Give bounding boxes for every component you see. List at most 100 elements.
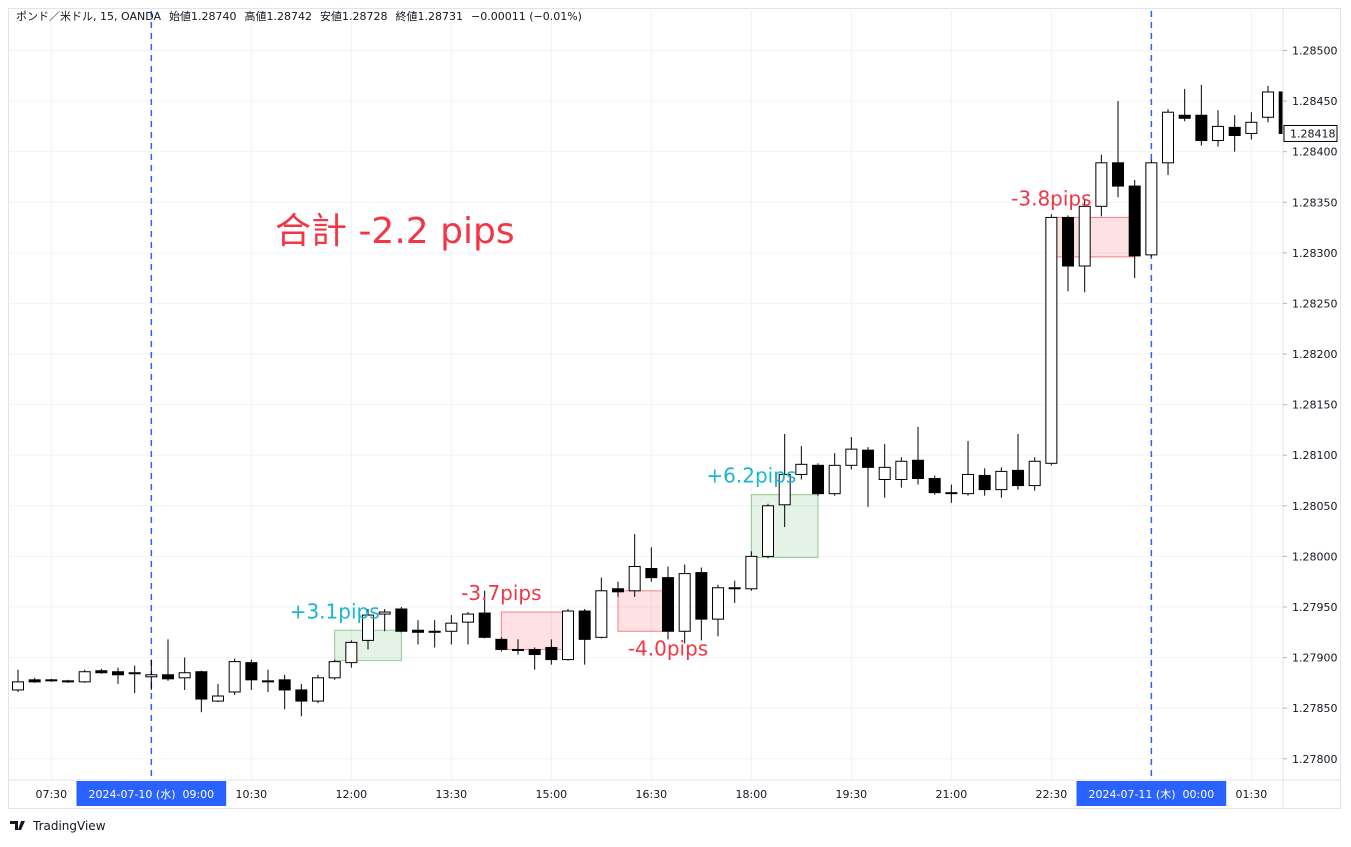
candle-body bbox=[1078, 205, 1091, 267]
x-tick-label: 01:30 bbox=[1236, 788, 1268, 801]
candle-body bbox=[78, 671, 91, 683]
candle-body bbox=[1128, 185, 1141, 257]
candle-body bbox=[462, 613, 475, 623]
candle-body bbox=[945, 492, 958, 495]
x-tick-label: 10:30 bbox=[235, 788, 267, 801]
candle-body bbox=[178, 672, 191, 679]
y-tick-label: 1.28250 bbox=[1292, 297, 1338, 310]
y-tick-label: 1.27950 bbox=[1292, 601, 1338, 614]
y-tick-label: 1.28000 bbox=[1292, 550, 1338, 563]
candle-body bbox=[645, 568, 658, 579]
candle-body bbox=[162, 674, 175, 680]
candle-body bbox=[228, 661, 241, 693]
candle-body bbox=[12, 681, 24, 691]
candle-body bbox=[245, 662, 258, 681]
x-tick-label: 19:30 bbox=[835, 788, 867, 801]
x-tick-label: 21:00 bbox=[936, 788, 968, 801]
candle-body bbox=[495, 638, 508, 650]
candle-body bbox=[978, 474, 991, 491]
total-label: 合計 -2.2 pips bbox=[275, 211, 515, 252]
candle-body bbox=[612, 588, 625, 593]
candle-body bbox=[895, 460, 908, 480]
y-tick-label: 1.27850 bbox=[1292, 702, 1338, 715]
header-item: 安値1.28728 bbox=[320, 9, 388, 23]
candle-body bbox=[1195, 114, 1208, 142]
candle-body bbox=[378, 611, 391, 615]
y-tick-label: 1.28400 bbox=[1292, 146, 1338, 159]
candle-body bbox=[395, 608, 408, 632]
grid bbox=[10, 8, 1283, 780]
x-tick-label: 2024-07-11 (木) 00:00 bbox=[1089, 788, 1215, 801]
candle-body bbox=[1162, 111, 1175, 164]
annotation-box bbox=[617, 590, 669, 632]
annotation-label: -3.7pips bbox=[461, 581, 541, 605]
annotation-label: -3.8pips bbox=[1011, 186, 1091, 210]
candle-body bbox=[545, 646, 558, 661]
candle-body bbox=[112, 671, 125, 676]
header: ポンド／米ドル, 15, OANDA 始値1.28740 高値1.28742 安値1.… bbox=[16, 9, 582, 23]
header-item: 高値1.28742 bbox=[245, 9, 313, 23]
candle-body bbox=[778, 473, 791, 506]
candle-body bbox=[445, 622, 458, 632]
candle-body bbox=[1228, 126, 1241, 136]
candle-body bbox=[662, 577, 675, 632]
x-tick-label: 12:00 bbox=[335, 788, 367, 801]
annotation-label: -4.0pips bbox=[628, 636, 708, 660]
y-tick-label: 1.28200 bbox=[1292, 348, 1338, 361]
candle-body bbox=[678, 573, 691, 632]
header-item: ポンド／米ドル, 15, OANDA bbox=[16, 10, 161, 23]
x-tick-label: 22:30 bbox=[1036, 788, 1068, 801]
y-tick-label: 1.28350 bbox=[1292, 196, 1338, 209]
candle-body bbox=[595, 590, 608, 638]
candle-body bbox=[628, 566, 641, 592]
axes: 1.27800 1.27850 1.27900 1.27950 1.28000 1.280… bbox=[8, 8, 1341, 808]
brand-logo: TradingView bbox=[10, 819, 106, 833]
x-tick-highlight bbox=[76, 781, 227, 806]
candle-body bbox=[562, 610, 575, 661]
y-tick-label: 1.28150 bbox=[1292, 399, 1338, 412]
brand: TradingView bbox=[32, 819, 106, 833]
candle-body bbox=[1278, 91, 1283, 134]
candle-body bbox=[62, 680, 75, 683]
candle-body bbox=[1245, 121, 1258, 134]
y-tick-label: 1.27900 bbox=[1292, 652, 1338, 665]
candle-body bbox=[828, 464, 841, 495]
candle-body bbox=[1112, 162, 1125, 187]
candle-body bbox=[578, 610, 591, 640]
candle-body bbox=[312, 677, 325, 702]
candle-body bbox=[995, 470, 1008, 491]
candle-body bbox=[745, 555, 758, 590]
candle-body bbox=[528, 648, 541, 656]
last-price-label: 1.28418 bbox=[1290, 127, 1336, 140]
header-item: 終値1.28731 bbox=[396, 9, 464, 23]
candle-body bbox=[278, 679, 291, 691]
candle-body bbox=[845, 448, 858, 466]
plot-area bbox=[12, 8, 1283, 780]
candle-body bbox=[428, 630, 441, 633]
candle-body bbox=[412, 629, 425, 633]
candle-body bbox=[28, 679, 41, 683]
y-tick-label: 1.28100 bbox=[1292, 449, 1338, 462]
x-tick-label: 16:30 bbox=[635, 788, 667, 801]
candle-body bbox=[212, 695, 225, 702]
x-tick-label: 07:30 bbox=[35, 788, 67, 801]
candle-body bbox=[712, 587, 725, 620]
candle-body bbox=[912, 459, 925, 479]
candle-body bbox=[1062, 216, 1075, 267]
candle-body bbox=[1145, 162, 1158, 256]
candle-body bbox=[1178, 114, 1191, 119]
candle-body bbox=[328, 661, 341, 679]
candle-body bbox=[362, 614, 375, 641]
y-tick-label: 1.28300 bbox=[1292, 247, 1338, 260]
candle-body bbox=[1262, 91, 1275, 118]
x-tick-label: 13:30 bbox=[435, 788, 467, 801]
last-price-box bbox=[1283, 124, 1338, 142]
candle-body bbox=[728, 587, 741, 590]
candle-body bbox=[1045, 216, 1058, 464]
frame bbox=[8, 8, 1341, 809]
candle-body bbox=[812, 464, 825, 495]
y-tick-label: 1.28500 bbox=[1292, 44, 1338, 57]
candle-body bbox=[262, 680, 275, 683]
candle-body bbox=[45, 679, 58, 682]
